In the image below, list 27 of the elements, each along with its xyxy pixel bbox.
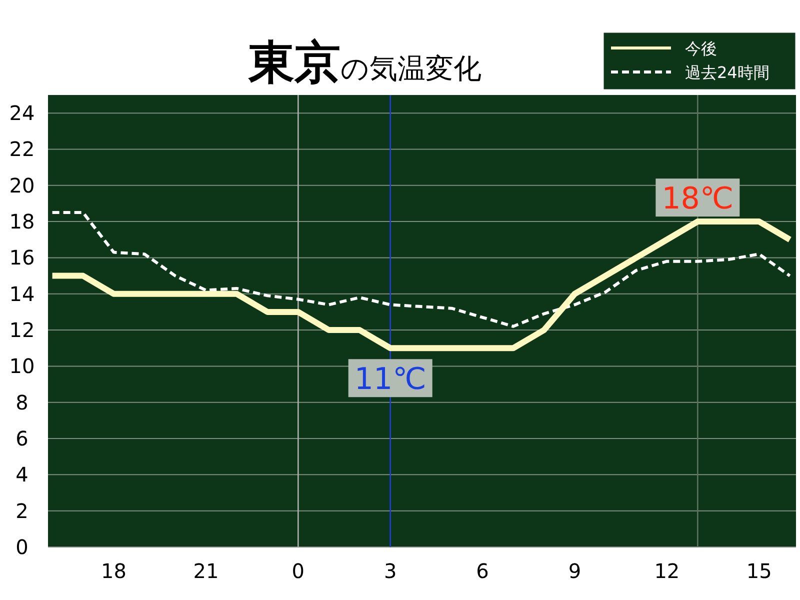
y-tick-label: 18: [9, 210, 35, 234]
y-tick-label: 20: [9, 173, 35, 198]
x-tick-label: 18: [101, 559, 126, 583]
y-tick-label: 24: [9, 101, 35, 126]
y-tick-label: 6: [16, 426, 28, 451]
x-tick-label: 21: [193, 559, 219, 583]
y-tick-label: 8: [16, 390, 28, 414]
y-tick-label: 2: [16, 498, 28, 523]
y-tick-label: 16: [9, 246, 35, 270]
annotation: 18℃: [662, 182, 734, 217]
y-tick-label: 4: [16, 462, 28, 487]
x-tick-label: 15: [746, 559, 772, 583]
legend-label: 過去24時間: [685, 63, 770, 82]
annotation: 11℃: [354, 362, 426, 398]
line-series: [50, 211, 792, 328]
y-tick-label: 12: [9, 318, 35, 342]
y-tick-label: 10: [9, 354, 35, 378]
x-tick-label: 12: [654, 559, 680, 583]
y-tick-label: 14: [9, 282, 35, 306]
y-tick-label: 0: [16, 535, 28, 559]
x-tick-label: 3: [384, 559, 397, 583]
legend-label: 今後: [685, 39, 717, 58]
x-tick-label: 6: [476, 559, 489, 583]
chart-title: 東京の気温変化: [248, 35, 482, 89]
x-tick-label: 9: [568, 559, 582, 583]
x-tick-label: 0: [292, 559, 305, 583]
y-tick-label: 22: [9, 137, 35, 162]
